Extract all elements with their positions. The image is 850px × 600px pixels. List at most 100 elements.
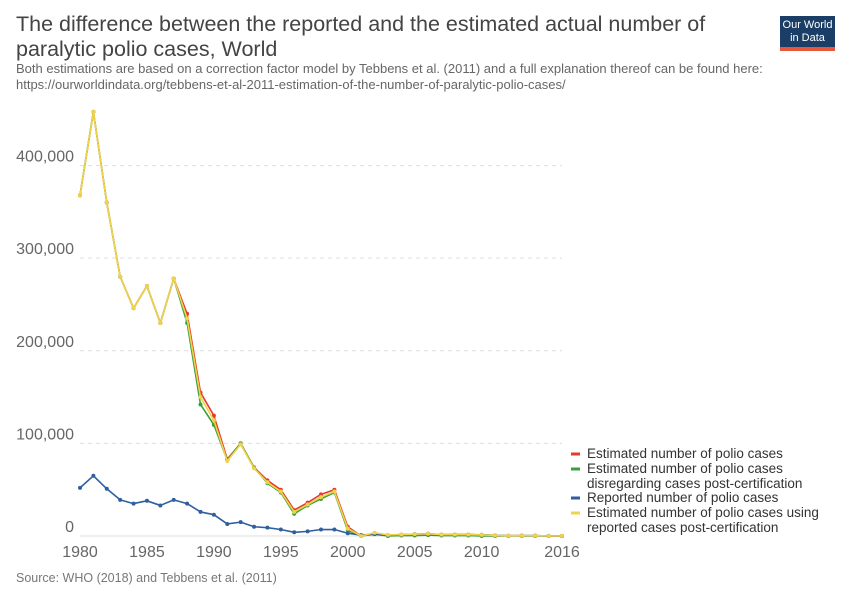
- data-point: [252, 524, 257, 529]
- data-point: [171, 497, 176, 502]
- chart-title: The difference between the reported and …: [16, 12, 706, 61]
- series-line-using_reported: [79, 111, 562, 537]
- legend: Estimated number of polio casesEstimated…: [571, 446, 819, 535]
- data-point: [171, 276, 176, 281]
- data-point: [493, 533, 498, 538]
- series-layer: [78, 109, 564, 538]
- data-point: [305, 502, 310, 507]
- logo-accent-bar: [780, 47, 835, 51]
- series-disregarding[interactable]: [78, 109, 564, 538]
- data-point: [265, 525, 270, 530]
- chart-subtitle: Both estimations are based on a correcti…: [16, 61, 763, 92]
- series-line-reported: [79, 475, 563, 537]
- data-point: [104, 200, 109, 205]
- logo-text-line1: Our World: [782, 19, 833, 31]
- data-point: [118, 274, 123, 279]
- series-reported[interactable]: [78, 473, 564, 538]
- data-point: [118, 497, 123, 502]
- data-point: [198, 402, 203, 407]
- legend-item-reported[interactable]: Reported number of polio cases: [571, 490, 779, 505]
- data-point: [332, 527, 337, 532]
- data-point: [211, 418, 216, 423]
- data-point: [238, 442, 243, 447]
- legend-label: Reported number of polio cases: [587, 490, 779, 505]
- data-point: [426, 531, 431, 536]
- series-using_reported[interactable]: [78, 109, 564, 538]
- data-point: [533, 533, 538, 538]
- x-tick-label: 1990: [196, 544, 232, 561]
- data-point: [211, 512, 216, 517]
- series-line-estimated: [79, 111, 562, 537]
- legend-label: Estimated number of polio cases disregard…: [587, 461, 802, 491]
- data-point: [131, 501, 136, 506]
- data-point: [345, 531, 350, 536]
- y-tick-labels: 0 100,000 200,000 300,000 400,000: [16, 149, 74, 536]
- data-point: [78, 485, 82, 490]
- data-point: [292, 509, 297, 514]
- data-point: [319, 495, 323, 500]
- x-tick-label: 1980: [62, 544, 98, 561]
- data-point: [359, 534, 364, 538]
- y-tick-label: 0: [65, 519, 74, 536]
- data-point: [519, 533, 524, 538]
- data-point: [305, 529, 310, 534]
- legend-item-using_reported[interactable]: Estimated number of polio cases using rep…: [571, 505, 819, 535]
- source-note: Source: WHO (2018) and Tebbens et al. (2…: [16, 571, 277, 585]
- data-point: [278, 527, 283, 532]
- logo-text-line2: in Data: [790, 32, 825, 44]
- x-tick-label: 2005: [397, 544, 433, 561]
- data-point: [91, 473, 96, 478]
- data-point: [345, 526, 350, 531]
- data-point: [185, 501, 190, 506]
- data-point: [104, 486, 109, 491]
- y-tick-label: 100,000: [16, 426, 74, 443]
- x-tick-label: 2000: [330, 544, 366, 561]
- data-point: [144, 283, 149, 288]
- legend-item-estimated[interactable]: Estimated number of polio cases: [571, 446, 783, 461]
- data-point: [185, 316, 190, 321]
- data-point: [158, 321, 163, 325]
- data-point: [238, 520, 243, 525]
- x-tick-label: 2016: [544, 544, 580, 561]
- data-point: [546, 533, 551, 538]
- data-point: [158, 503, 163, 508]
- data-point: [466, 532, 471, 537]
- data-point: [319, 492, 323, 497]
- data-point: [252, 466, 257, 471]
- series-estimated[interactable]: [78, 109, 564, 538]
- data-point: [439, 532, 444, 537]
- legend-item-disregarding[interactable]: Estimated number of polio cases disregard…: [571, 461, 802, 491]
- data-point: [278, 489, 283, 494]
- legend-label: Estimated number of polio cases using rep…: [587, 505, 819, 535]
- data-point: [506, 533, 511, 538]
- data-point: [198, 395, 203, 400]
- x-tick-label: 1995: [263, 544, 299, 561]
- data-point: [78, 193, 82, 198]
- data-point: [225, 521, 230, 526]
- data-point: [479, 532, 484, 537]
- data-point: [372, 530, 377, 535]
- data-point: [399, 532, 404, 537]
- data-point: [332, 489, 337, 494]
- data-point: [560, 533, 564, 538]
- y-tick-label: 300,000: [16, 241, 74, 258]
- x-tick-labels: 1980 1985 1990 1995 2000 2005 2010 2016: [62, 544, 580, 561]
- data-point: [385, 532, 390, 537]
- y-tick-label: 200,000: [16, 334, 74, 351]
- y-tick-label: 400,000: [16, 149, 74, 166]
- data-point: [225, 458, 230, 463]
- series-line-disregarding: [79, 111, 562, 537]
- x-tick-label: 1985: [129, 544, 165, 561]
- data-point: [452, 532, 457, 537]
- grid-layer: [80, 165, 562, 537]
- data-point: [131, 306, 136, 311]
- data-point: [198, 509, 203, 514]
- owid-logo[interactable]: Our World in Data: [780, 16, 835, 50]
- data-point: [91, 109, 96, 114]
- data-point: [265, 480, 270, 485]
- data-point: [412, 532, 417, 537]
- data-point: [292, 530, 297, 535]
- data-point: [144, 498, 149, 503]
- data-point: [319, 527, 323, 532]
